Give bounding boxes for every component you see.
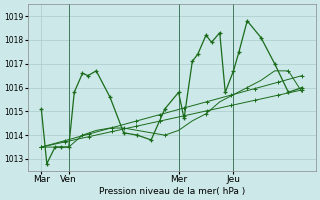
- X-axis label: Pression niveau de la mer( hPa ): Pression niveau de la mer( hPa ): [99, 187, 245, 196]
